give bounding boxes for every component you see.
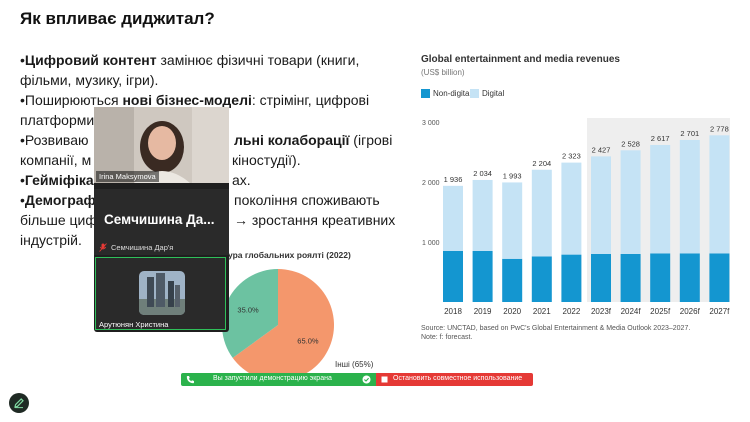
- bullet-line: платформи: [20, 112, 95, 128]
- y-tick-label: 1 000: [422, 240, 440, 247]
- bar-digital: [472, 179, 493, 251]
- bar-digital: [650, 144, 671, 254]
- chart-title: Global entertainment and media revenues: [421, 54, 620, 65]
- video-tile-arutiunian[interactable]: [95, 257, 226, 330]
- legend-label-digital: Digital: [482, 89, 505, 98]
- bar-digital: [679, 139, 700, 254]
- bar-total-label: 2 204: [532, 159, 551, 168]
- pie-pct-label: 35.0%: [237, 306, 259, 315]
- bullet-line: компанії, м: [20, 152, 92, 168]
- bar-digital: [443, 185, 463, 251]
- x-tick-label: 2021: [533, 307, 551, 316]
- bullet-line: •Гейміфіка: [20, 172, 94, 188]
- bullet-line: ах.: [232, 172, 251, 188]
- x-tick-label: 2024f: [621, 307, 642, 316]
- bullet-line: індустрій.: [20, 232, 82, 248]
- phone-icon: [186, 376, 194, 384]
- bar-digital: [561, 162, 582, 255]
- bar-digital: [591, 156, 611, 254]
- bullet-line: •Розвиваю: [20, 132, 89, 148]
- y-tick-label: 2 000: [422, 180, 440, 187]
- screen-share-status: [181, 373, 376, 386]
- bar-total-label: 2 778: [710, 124, 729, 133]
- check-icon: [362, 375, 371, 384]
- pencil-icon: [14, 398, 24, 409]
- bar-non-digital: [472, 251, 493, 302]
- participant-video: [94, 107, 229, 183]
- bar-digital: [531, 169, 552, 257]
- bar-total-label: 2 323: [562, 152, 581, 161]
- bar-total-label: 2 528: [621, 139, 640, 148]
- bullet-line: •Поширюються нові бізнес-моделі: стрімін…: [20, 92, 370, 108]
- edit-button[interactable]: [9, 393, 29, 413]
- chart-note: Note: f: forecast.: [421, 334, 473, 341]
- bar-non-digital: [591, 254, 611, 302]
- x-tick-label: 2022: [563, 307, 581, 316]
- pie-pct-label: 65.0%: [297, 336, 319, 345]
- stop-sharing-button[interactable]: [376, 373, 533, 386]
- avatar: [139, 271, 185, 315]
- bar-total-label: 1 936: [444, 175, 463, 184]
- bar-non-digital: [650, 253, 671, 302]
- bar-total-label: 2 701: [680, 129, 699, 138]
- x-tick-label: 2020: [503, 307, 521, 316]
- chart-source: Source: UNCTAD, based on PwC's Global En…: [421, 325, 691, 332]
- bar-non-digital: [443, 251, 463, 302]
- mic-muted-icon: [99, 243, 107, 252]
- bar-non-digital: [709, 253, 730, 302]
- screen-share-label: Вы запустили демонстрацию экрана: [213, 375, 332, 382]
- x-tick-label: 2025f: [650, 307, 671, 316]
- bullet-line: → зростання креативних: [234, 212, 396, 228]
- stop-icon: [381, 376, 388, 383]
- bullet-line: кіностудії).: [232, 152, 301, 168]
- pie-title: ура глобальних роялті (2022): [228, 250, 351, 260]
- royalty-pie-chart: 65.0% 35.0%: [222, 269, 334, 378]
- chart-subtitle: (US$ billion): [421, 68, 465, 77]
- bar-total-label: 1 993: [503, 171, 522, 180]
- x-tick-label: 2019: [474, 307, 492, 316]
- participant-name: Семчишина Дар'я: [111, 243, 174, 252]
- bullet-line: покоління споживають: [234, 192, 380, 208]
- bullet-line: фільми, музику, ігри).: [20, 72, 159, 88]
- bullet-line: •Цифровий контент замінює фізичні товари…: [20, 52, 360, 68]
- bullet-line: •Демограф: [20, 192, 96, 208]
- pie-label-other: Інші (65%): [335, 360, 374, 369]
- participant-big-name: Семчишина Да...: [104, 212, 215, 227]
- participant-name: Арутюнян Христина: [99, 320, 169, 329]
- y-tick-label: 3 000: [422, 120, 440, 127]
- bar-digital: [502, 182, 523, 259]
- bar-non-digital: [679, 253, 700, 302]
- pie-slice: [222, 269, 278, 358]
- video-tile-semchyshyna[interactable]: [94, 189, 229, 255]
- bar-non-digital: [620, 254, 641, 302]
- bar-total-label: 2 617: [651, 134, 670, 143]
- bar-total-label: 2 034: [473, 169, 492, 178]
- bar-digital: [620, 150, 641, 254]
- x-tick-label: 2018: [444, 307, 462, 316]
- x-tick-label: 2027f: [709, 307, 730, 316]
- legend-swatch-digital: [470, 89, 479, 98]
- legend-swatch-non-digital: [421, 89, 430, 98]
- x-tick-label: 2026f: [680, 307, 701, 316]
- x-tick-label: 2023f: [591, 307, 612, 316]
- bar-non-digital: [502, 258, 523, 302]
- revenue-bar-chart: 1 000 2 000 3 000 1 936 2018 2 034 2019 1 993 20…: [422, 118, 730, 316]
- bar-non-digital: [561, 254, 582, 302]
- bullet-line: більше циф: [20, 212, 97, 228]
- stop-sharing-label[interactable]: Остановить совместное использование: [393, 375, 523, 382]
- bar-digital: [709, 135, 730, 254]
- bullet-line: льні колаборації (ігрові: [234, 132, 393, 148]
- pie-slice: [232, 269, 334, 378]
- legend-label-non-digital: Non-digital: [433, 89, 472, 98]
- participant-name: Irina Maksymova: [96, 171, 159, 182]
- slide-title: Як впливає диджитал?: [20, 9, 215, 28]
- video-tile-irina[interactable]: [94, 107, 229, 183]
- bar-total-label: 2 427: [592, 145, 611, 154]
- bar-non-digital: [531, 256, 552, 302]
